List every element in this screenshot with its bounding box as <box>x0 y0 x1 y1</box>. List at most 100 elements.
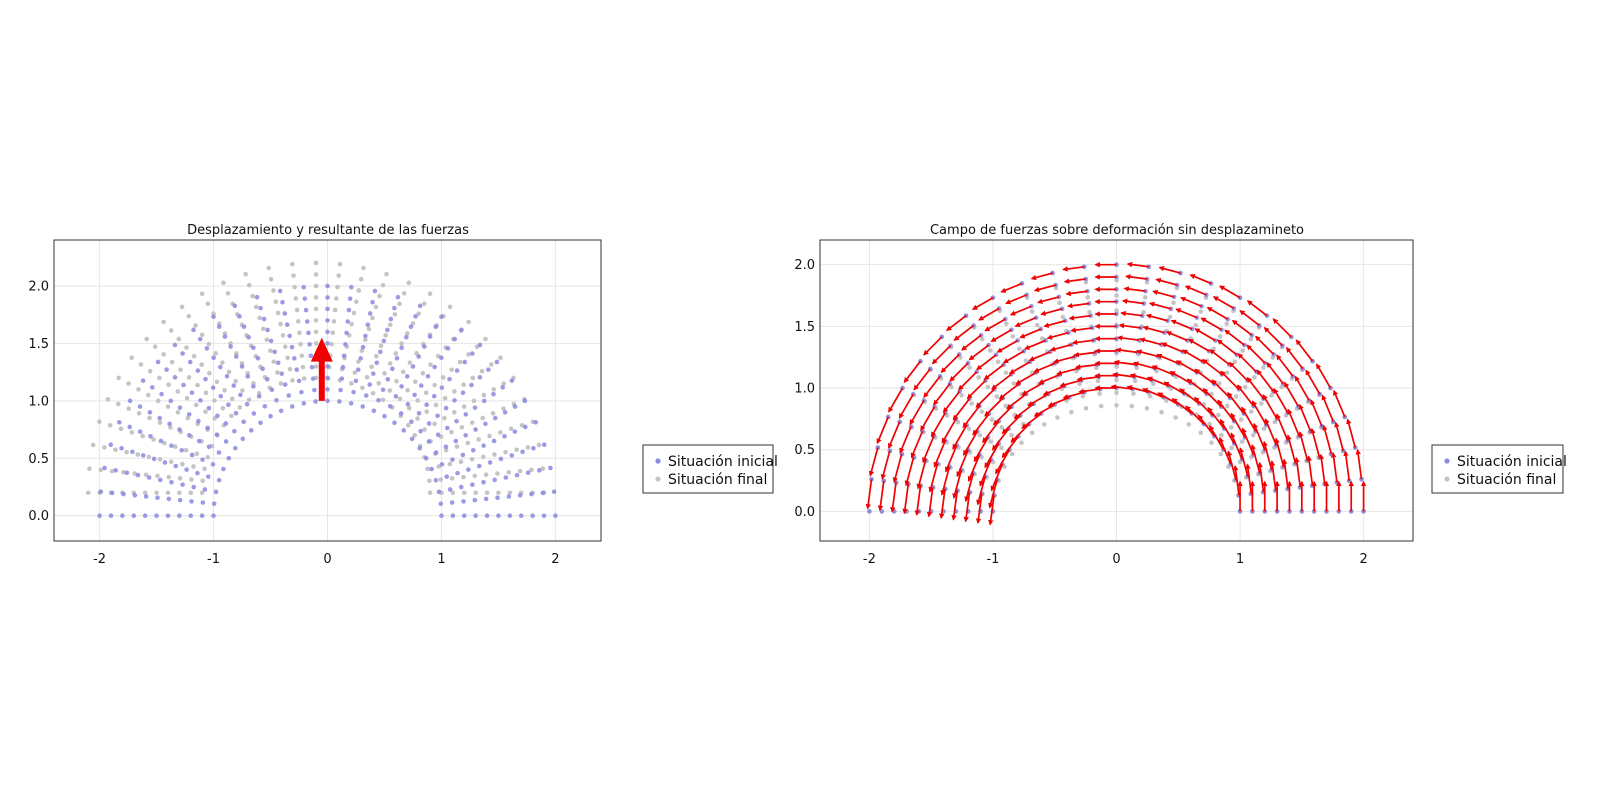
force-arrow <box>1305 369 1321 395</box>
final-point <box>136 411 142 416</box>
final-point <box>454 444 460 449</box>
initial-point <box>363 393 369 398</box>
final-point <box>179 304 185 310</box>
final-point <box>1114 390 1119 396</box>
final-point <box>985 384 991 390</box>
initial-point <box>484 513 490 519</box>
force-arrow <box>1157 392 1179 406</box>
final-point <box>469 457 475 462</box>
initial-point <box>436 489 442 495</box>
force-arrow <box>990 463 1004 492</box>
final-point <box>407 360 413 365</box>
plot-area <box>85 260 558 519</box>
initial-point <box>221 466 226 472</box>
final-point <box>1151 381 1156 387</box>
initial-point <box>140 378 146 383</box>
final-point <box>1083 279 1089 285</box>
final-point <box>461 490 467 496</box>
legend-label-final: Situación final <box>668 472 767 488</box>
final-point <box>297 330 302 336</box>
initial-point <box>344 330 349 336</box>
initial-point <box>205 425 210 431</box>
initial-point <box>205 474 211 479</box>
final-point <box>979 336 985 342</box>
initial-point <box>867 509 872 514</box>
initial-point <box>238 392 243 398</box>
final-point <box>1129 403 1135 409</box>
force-arrow <box>1246 376 1265 400</box>
final-point <box>335 284 340 290</box>
initial-point <box>132 493 138 498</box>
initial-point <box>264 376 270 382</box>
final-point <box>240 388 245 393</box>
final-point <box>473 490 478 496</box>
final-point <box>507 490 513 496</box>
initial-point <box>439 314 444 320</box>
final-point <box>387 388 393 393</box>
force-arrow <box>903 360 922 384</box>
initial-point <box>169 443 174 448</box>
initial-point <box>210 462 216 467</box>
initial-point <box>261 316 267 322</box>
initial-point <box>177 427 182 432</box>
force-arrow <box>868 447 879 477</box>
initial-point <box>548 465 553 471</box>
final-point <box>495 471 500 476</box>
y-tick-label: 0.0 <box>794 505 815 520</box>
final-point <box>517 468 523 474</box>
final-point <box>237 405 243 410</box>
initial-point <box>325 341 330 346</box>
plot-frame <box>53 239 602 542</box>
initial-point <box>393 394 399 399</box>
initial-point <box>233 410 239 416</box>
final-point <box>484 490 490 496</box>
force-arrow <box>1021 412 1042 429</box>
initial-point <box>382 413 387 419</box>
final-point <box>1228 425 1234 430</box>
force-arrow <box>976 476 987 506</box>
initial-point <box>131 513 137 519</box>
final-point <box>359 348 365 354</box>
final-point <box>406 280 412 286</box>
final-point <box>351 310 357 316</box>
initial-point <box>279 371 285 376</box>
final-point <box>358 276 364 282</box>
force-arrow <box>1125 274 1148 280</box>
final-point <box>393 351 399 356</box>
initial-point <box>218 393 224 399</box>
initial-point <box>228 344 233 349</box>
initial-point <box>1359 476 1364 482</box>
initial-point <box>385 376 391 382</box>
final-point <box>436 464 442 469</box>
initial-point <box>262 403 268 409</box>
force-arrow <box>1212 296 1235 310</box>
initial-point <box>462 359 468 365</box>
force-arrow <box>923 336 943 356</box>
final-point <box>492 452 497 457</box>
initial-point <box>460 390 466 396</box>
final-point <box>331 319 337 324</box>
final-point <box>90 442 96 448</box>
force-arrow <box>1010 423 1030 443</box>
initial-point <box>502 410 508 415</box>
final-point <box>1097 391 1102 396</box>
initial-point <box>370 299 375 305</box>
final-point <box>503 449 508 455</box>
force-arrow <box>1294 375 1310 401</box>
y-tick-label: 0.5 <box>28 452 49 467</box>
force-arrow <box>1239 310 1260 327</box>
force-arrow <box>1262 394 1278 420</box>
final-point <box>1242 384 1248 390</box>
initial-point <box>523 424 528 430</box>
initial-point <box>211 314 216 320</box>
final-point <box>1041 422 1047 427</box>
initial-point <box>196 418 201 424</box>
force-arrow <box>996 339 1019 353</box>
final-point <box>392 312 398 317</box>
force-arrow <box>1334 421 1345 451</box>
final-point <box>172 444 178 449</box>
initial-point <box>374 360 380 366</box>
final-point <box>222 387 227 393</box>
initial-point <box>159 391 164 397</box>
initial-point <box>135 472 141 478</box>
